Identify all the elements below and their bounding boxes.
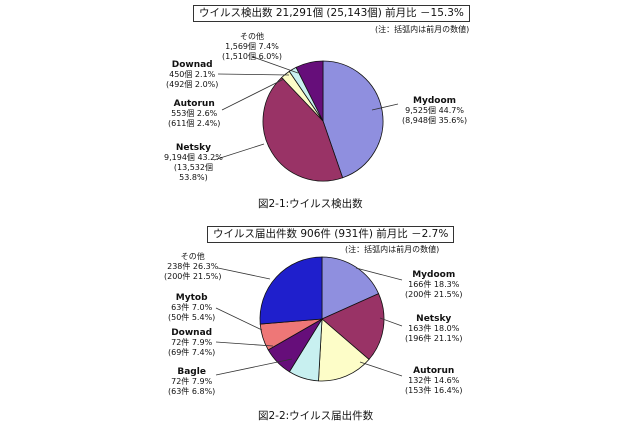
leader-line-3 (213, 143, 265, 161)
chart1-caption: 図2-1:ウイルス検出数 (258, 198, 363, 210)
pie-chart-1 (262, 60, 384, 182)
leader-line-7 (215, 341, 274, 347)
chart1-label-downad: Downad 450個 2.1% (492個 2.0%) (166, 60, 219, 89)
chart2-label-downad: Downad 72件 7.9% (69件 7.4%) (168, 328, 216, 357)
leader-line-2 (221, 78, 285, 111)
chart2-note: (注：括弧内は前月の数値) (345, 245, 440, 254)
chart2-caption: 図2-2:ウイルス届出件数 (258, 410, 374, 422)
leader-lines (213, 56, 403, 377)
chart1-label-other: その他 1,569個 7.4% (1,510個 6.0%) (222, 32, 283, 61)
slice-name: Downad (171, 328, 213, 338)
slice-name: Autorun (173, 99, 215, 109)
slice-name: Downad (171, 60, 213, 70)
leader-line-6 (215, 307, 263, 331)
chart2-label-autorun: Autorun 132件 14.6% (153件 16.4%) (405, 366, 463, 395)
chart2-label-bagle: Bagle 72件 7.9% (63件 6.8%) (168, 367, 216, 396)
leader-line-11 (359, 361, 403, 377)
chart2-slice-autorun (318, 318, 370, 382)
slice-name: Mytob (175, 293, 208, 303)
leader-line-9 (355, 267, 403, 281)
slice-name: Netsky (416, 314, 452, 324)
chart2-label-other: その他 238件 26.3% (200件 21.5%) (164, 252, 222, 281)
chart2-slice-mydoom (321, 256, 380, 320)
slice-name: Autorun (413, 366, 455, 376)
chart2-slice-other (259, 256, 323, 325)
pie-chart-2 (259, 256, 385, 382)
leader-line-0 (252, 56, 299, 74)
slice-name: Mydoom (413, 96, 457, 106)
chart2-label-mydoom: Mydoom 166件 18.3% (200件 21.5%) (405, 270, 463, 299)
chart1-note: (注：括弧内は前月の数値) (375, 25, 470, 34)
chart1-slice-mydoom (322, 60, 384, 179)
chart2-slice-netsky (321, 293, 385, 360)
slice-name: その他 (240, 32, 264, 41)
chart2-title: ウイルス届出件数 906件 (931件) 前月比 －2.7% (207, 226, 455, 243)
leader-line-10 (379, 317, 403, 327)
slice-name: Netsky (175, 143, 211, 153)
chart1-title: ウイルス検出数 21,291個 (25,143個) 前月比 －15.3% (193, 5, 470, 22)
chart2-label-netsky: Netsky 163件 18.0% (196件 21.1%) (405, 314, 463, 343)
leader-line-4 (371, 103, 399, 111)
leader-line-1 (217, 73, 290, 76)
slice-name: Mydoom (412, 270, 456, 280)
leader-line-5 (217, 267, 271, 280)
chart1-label-mydoom: Mydoom 9,525個 44.7% (8,948個 35.6%) (402, 96, 468, 125)
chart1-slice-other (295, 60, 324, 122)
slice-name: その他 (180, 252, 205, 261)
slice-name: Bagle (177, 367, 206, 377)
chart1-label-autorun: Autorun 553個 2.6% (611個 2.4%) (168, 99, 221, 128)
leader-line-8 (215, 358, 293, 376)
chart1-slice-netsky (262, 76, 344, 182)
chart2-label-mytob: Mytob 63件 7.0% (50件 5.4%) (168, 293, 216, 322)
chart1-label-netsky: Netsky 9,194個 43.2% (13,532個 53.8%) (164, 143, 223, 182)
